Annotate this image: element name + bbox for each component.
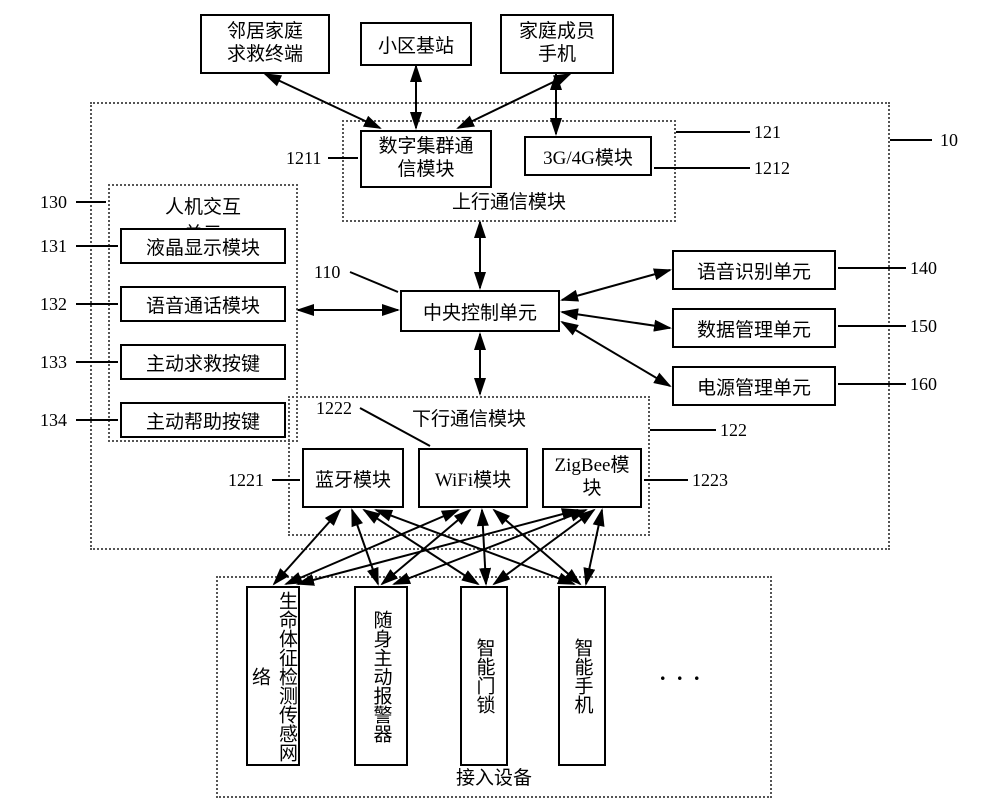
access-personal-alarm-label: 随身主动报警器 [368, 610, 395, 743]
speech-recognition-unit: 语音识别单元 [672, 250, 836, 290]
uplink-digital-trunk-label: 数字集群通 信模块 [378, 136, 473, 182]
ref-10: 10 [940, 130, 958, 151]
hmi-lcd-label: 液晶显示模块 [146, 233, 260, 260]
central-control-label: 中央控制单元 [423, 298, 537, 325]
uplink-digital-trunk: 数字集群通 信模块 [360, 130, 492, 188]
external-cell-station-label: 小区基站 [378, 31, 454, 58]
uplink-3g4g: 3G/4G模块 [524, 136, 652, 176]
external-cell-station: 小区基站 [360, 22, 472, 66]
ref-122: 122 [720, 420, 747, 441]
ref-131: 131 [40, 236, 67, 257]
downlink-wifi: WiFi模块 [418, 448, 528, 508]
access-group-label: 接入设备 [456, 763, 532, 790]
access-vital-sensor-label: 生命体征检测传感网络 [246, 588, 300, 764]
hmi-sos-button-label: 主动求救按键 [146, 349, 260, 376]
ref-110: 110 [314, 262, 340, 283]
downlink-zigbee: ZigBee模 块 [542, 448, 642, 508]
uplink-group-label: 上行通信模块 [452, 187, 566, 214]
ref-132: 132 [40, 294, 67, 315]
downlink-wifi-label: WiFi模块 [435, 465, 511, 492]
ref-1222: 1222 [316, 398, 352, 419]
ref-150: 150 [910, 316, 937, 337]
ref-140: 140 [910, 258, 937, 279]
uplink-3g4g-label: 3G/4G模块 [543, 143, 633, 170]
downlink-zigbee-label: ZigBee模 块 [555, 455, 630, 501]
data-mgmt-unit-label: 数据管理单元 [697, 315, 811, 342]
ref-133: 133 [40, 352, 67, 373]
ref-134: 134 [40, 410, 67, 431]
hmi-voice-call-label: 语音通话模块 [146, 291, 260, 318]
power-mgmt-unit-label: 电源管理单元 [697, 373, 811, 400]
external-neighbor-terminal-label: 邻居家庭 求救终端 [227, 21, 303, 67]
central-control: 中央控制单元 [400, 290, 560, 332]
access-ellipsis: . . . [660, 660, 703, 686]
hmi-help-button-label: 主动帮助按键 [146, 407, 260, 434]
external-family-phone: 家庭成员 手机 [500, 14, 614, 74]
external-neighbor-terminal: 邻居家庭 求救终端 [200, 14, 330, 74]
access-smart-lock-label: 智能门锁 [471, 638, 498, 714]
access-vital-sensor: 生命体征检测传感网络 [246, 586, 300, 766]
access-personal-alarm: 随身主动报警器 [354, 586, 408, 766]
hmi-sos-button: 主动求救按键 [120, 344, 286, 380]
ref-160: 160 [910, 374, 937, 395]
ref-1212: 1212 [754, 158, 790, 179]
speech-recognition-unit-label: 语音识别单元 [697, 257, 811, 284]
data-mgmt-unit: 数据管理单元 [672, 308, 836, 348]
access-smartphone: 智能手机 [558, 586, 606, 766]
downlink-group-label: 下行通信模块 [412, 404, 526, 431]
hmi-voice-call: 语音通话模块 [120, 286, 286, 322]
external-family-phone-label: 家庭成员 手机 [519, 21, 595, 67]
ref-121: 121 [754, 122, 781, 143]
downlink-bt-label: 蓝牙模块 [315, 465, 391, 492]
ref-1223: 1223 [692, 470, 728, 491]
hmi-help-button: 主动帮助按键 [120, 402, 286, 438]
ref-130: 130 [40, 192, 67, 213]
downlink-bt: 蓝牙模块 [302, 448, 404, 508]
access-smart-lock: 智能门锁 [460, 586, 508, 766]
access-smartphone-label: 智能手机 [569, 638, 596, 714]
hmi-lcd: 液晶显示模块 [120, 228, 286, 264]
ref-1221: 1221 [228, 470, 264, 491]
ref-1211: 1211 [286, 148, 321, 169]
power-mgmt-unit: 电源管理单元 [672, 366, 836, 406]
